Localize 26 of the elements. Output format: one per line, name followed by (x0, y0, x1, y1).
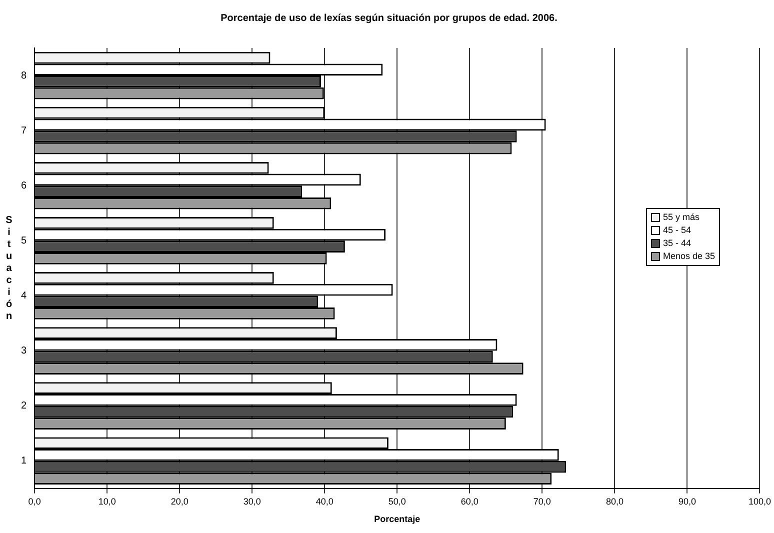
legend-label: 35 - 44 (662, 237, 691, 250)
x-axis-title: Porcentaje (374, 514, 420, 524)
x-tick-label: 10,0 (98, 496, 116, 506)
x-tick-label: 40,0 (316, 496, 334, 506)
y-tick-label: 5 (21, 235, 27, 246)
y-tick-label: 2 (21, 400, 27, 412)
x-tick-label: 70,0 (533, 496, 551, 506)
text: 45 - 54 (662, 224, 691, 237)
x-tick-label: 90,0 (678, 496, 696, 506)
y-tick-label: 7 (21, 125, 27, 136)
x-tick-label: 50,0 (388, 496, 406, 506)
text: 55 y más (662, 211, 700, 224)
x-tick-label: 20,0 (170, 496, 188, 506)
y-tick-label: 4 (21, 290, 27, 302)
x-tick-label: 80,0 (606, 496, 624, 506)
x-tick-label: 0,0 (28, 496, 41, 506)
legend-label: Menos de 35 (662, 250, 715, 263)
y-tick-label: 1 (21, 456, 27, 467)
x-tick-label: 30,0 (243, 496, 261, 506)
x-tick-label: 60,0 (460, 496, 478, 506)
chart-title: Porcentaje de uso de lexías según situación por grupos de edad. 2006. (220, 12, 558, 24)
x-tick-label: 100,0 (748, 496, 772, 506)
y-tick-label: 3 (21, 346, 27, 357)
y-tick-label: 6 (21, 180, 27, 192)
text: Situación (6, 214, 12, 322)
y-tick-label: 8 (21, 70, 27, 82)
